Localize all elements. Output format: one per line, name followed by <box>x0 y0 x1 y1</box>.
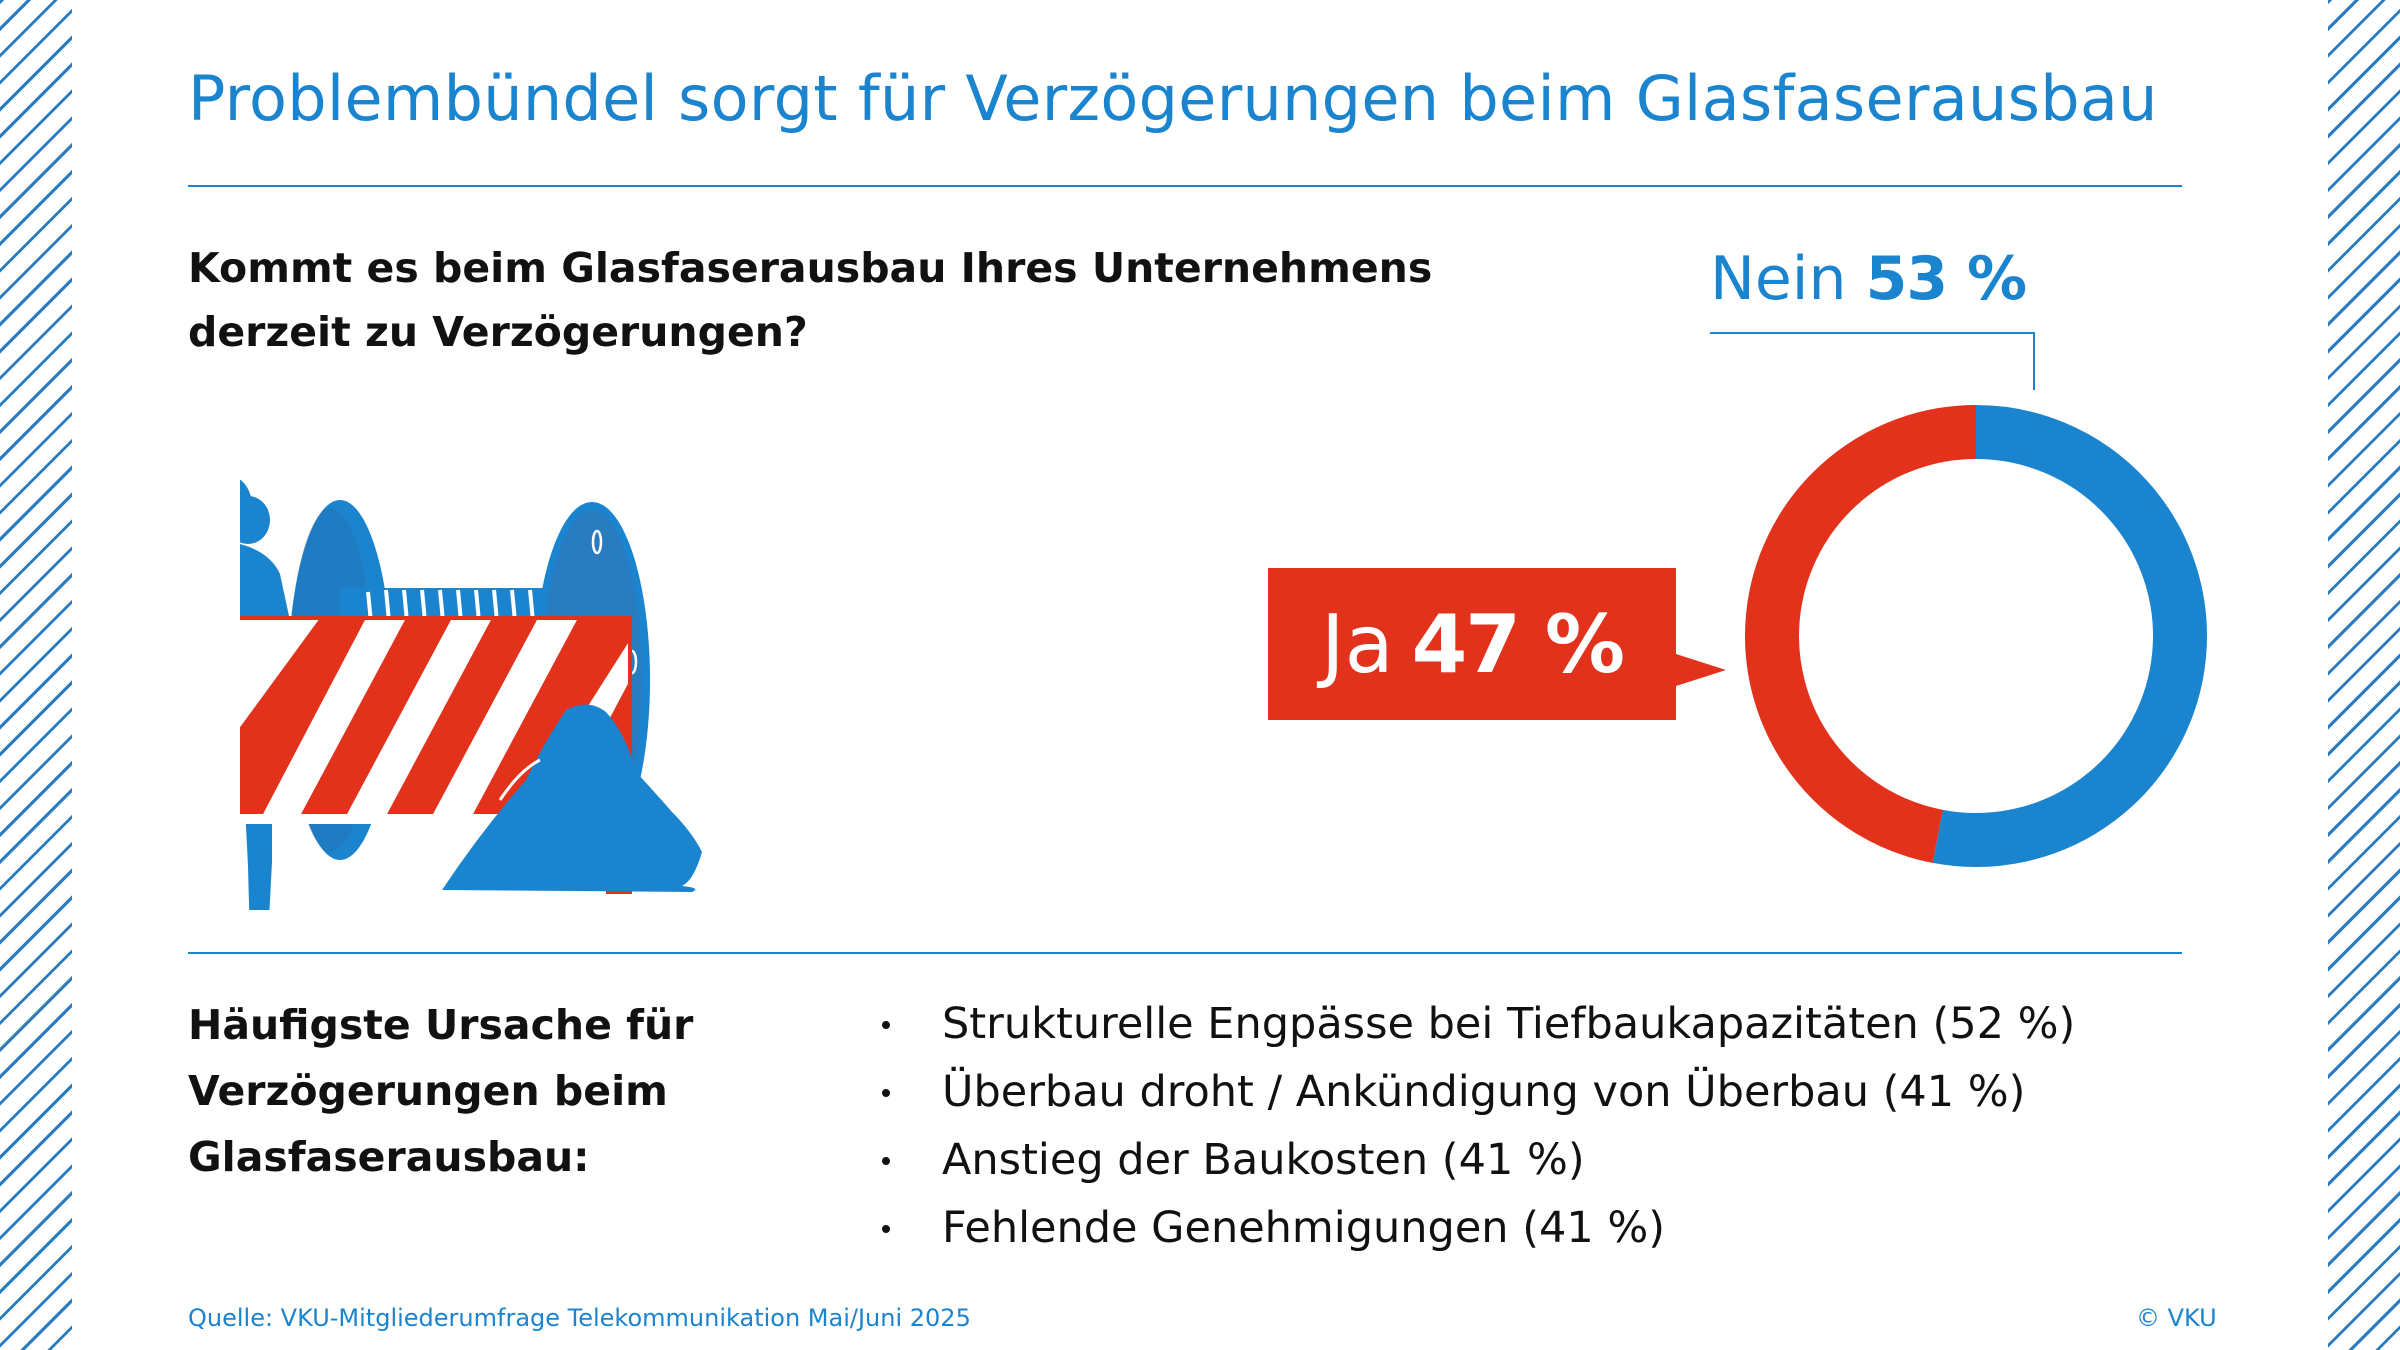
donut-slice-ja <box>1745 405 1977 863</box>
nein-leader-line <box>1710 332 2035 334</box>
source-note: Quelle: VKU-Mitgliederumfrage Telekommun… <box>188 1304 971 1332</box>
ja-value-label: 47 % <box>1411 597 1625 691</box>
soil-heap-icon <box>442 704 702 892</box>
delay-donut-chart <box>1745 405 2207 867</box>
left-hatched-border <box>0 0 72 1350</box>
list-item: Strukturelle Engpässe bei Tiefbaukapazit… <box>876 990 2075 1058</box>
causes-heading: Häufigste Ursache für Verzögerungen beim… <box>188 992 693 1190</box>
ja-callout-box <box>1268 568 1726 720</box>
ja-category: Ja <box>1321 597 1394 691</box>
nein-leader-line-vertical <box>2033 332 2035 390</box>
donut-slice-nein <box>1932 405 2207 867</box>
top-divider <box>188 185 2182 187</box>
question-line-1: Kommt es beim Glasfaserausbau Ihres Unte… <box>188 244 1433 292</box>
causes-heading-line-1: Häufigste Ursache für <box>188 1001 694 1049</box>
question-line-2: derzeit zu Verzögerungen? <box>188 308 808 356</box>
right-hatched-border <box>2328 0 2400 1350</box>
survey-question: Kommt es beim Glasfaserausbau Ihres Unte… <box>188 236 1432 364</box>
construction-illustration <box>240 479 702 910</box>
nein-label: Nein 53 % <box>1710 244 2028 314</box>
causes-list: Strukturelle Engpässe bei Tiefbaukapazit… <box>876 990 2075 1262</box>
ja-label: Ja 47 % <box>1268 568 1676 720</box>
causes-heading-line-2: Verzögerungen beim <box>188 1067 668 1115</box>
middle-divider <box>188 952 2182 954</box>
copyright-note: © VKU <box>2136 1304 2217 1332</box>
page-title: Problembündel sorgt für Verzögerungen be… <box>188 62 2158 135</box>
causes-heading-line-3: Glasfaserausbau: <box>188 1133 590 1181</box>
list-item: Überbau droht / Ankündigung von Überbau … <box>876 1058 2075 1126</box>
list-item: Anstieg der Baukosten (41 %) <box>876 1126 2075 1194</box>
nein-category: Nein <box>1710 244 1847 314</box>
list-item: Fehlende Genehmigungen (41 %) <box>876 1194 2075 1262</box>
nein-value-label: 53 % <box>1865 244 2028 314</box>
